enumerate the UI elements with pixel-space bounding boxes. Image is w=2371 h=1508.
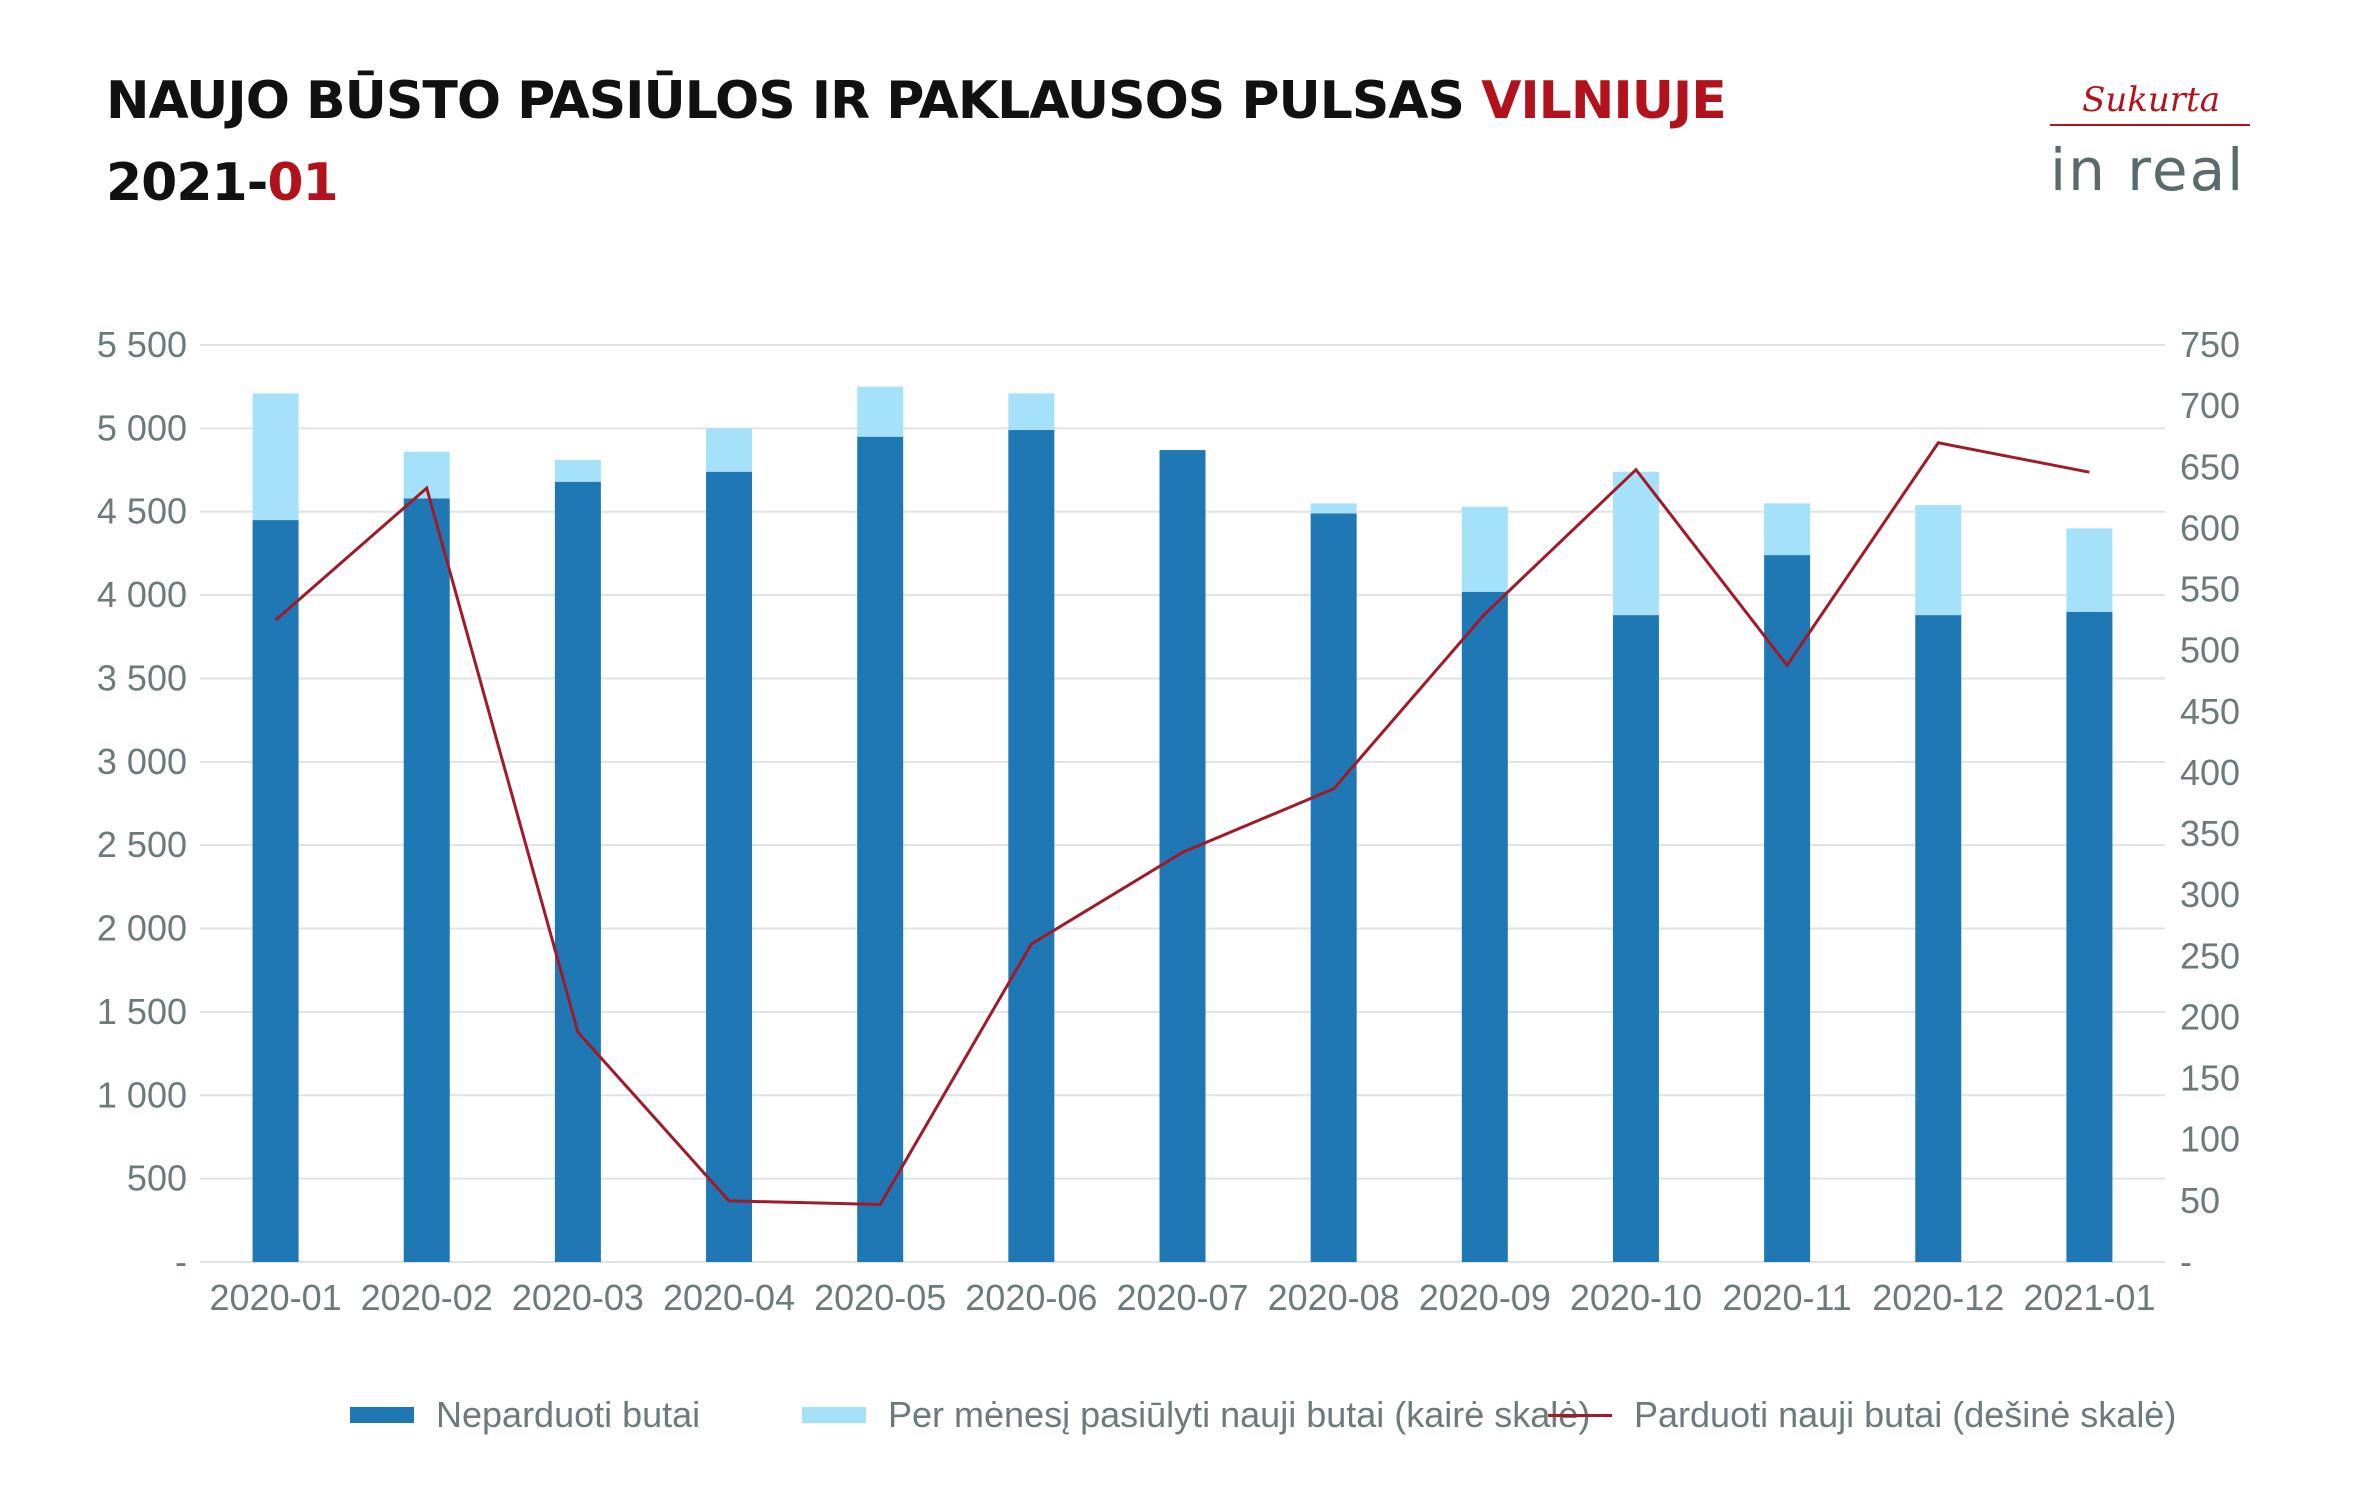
combo-chart: - 500 1 000 1 500 2 000 2 500 3 000 3 500 4 000 4…: [97, 324, 2240, 1318]
bar-offered: [1461, 506, 1508, 592]
right-tick-label: 700: [2180, 385, 2240, 426]
right-axis-ticks: - 50 100 150 200 250 300 350 400 450 500 550 600 650 7…: [2180, 324, 2240, 1282]
x-tick-label: 2020-07: [1116, 1277, 1248, 1318]
x-tick-label: 2020-04: [663, 1277, 795, 1318]
bar-offered: [252, 393, 299, 521]
left-tick-label: 1 000: [97, 1074, 187, 1115]
right-tick-label: 550: [2180, 569, 2240, 610]
bar-unsold: [1008, 430, 1055, 1263]
legend-item-unsold: Neparduoti butai: [350, 1385, 700, 1445]
right-tick-label: 450: [2180, 691, 2240, 732]
bar-unsold: [1764, 555, 1811, 1262]
right-tick-label: 300: [2180, 874, 2240, 915]
bar-unsold: [554, 481, 601, 1262]
sold-line: [274, 441, 2090, 1207]
legend-swatch-sold: [1548, 1413, 1612, 1417]
bar-unsold: [1159, 450, 1206, 1262]
bar-offered: [857, 386, 904, 437]
bar-offered: [1612, 471, 1659, 616]
bar-unsold: [403, 498, 450, 1262]
bar-unsold: [252, 520, 299, 1262]
bar-unsold: [1461, 591, 1508, 1262]
right-tick-label: 200: [2180, 996, 2240, 1037]
bar-offered: [1310, 503, 1357, 514]
right-tick-label: -: [2180, 1241, 2192, 1282]
legend-label-unsold: Neparduoti butai: [436, 1394, 701, 1435]
x-tick-label: 2020-01: [210, 1277, 342, 1318]
left-tick-label: -: [175, 1241, 187, 1282]
left-tick-label: 4 500: [97, 491, 187, 532]
left-tick-label: 2 500: [97, 824, 187, 865]
x-tick-label: 2020-03: [512, 1277, 644, 1318]
x-axis-labels: 2020-01 2020-02 2020-03 2020-04 2020-05 2020-…: [210, 1277, 2156, 1318]
logo-tagline: Sukurta: [2082, 80, 2220, 120]
logo-wordmark: in real: [2050, 136, 2246, 204]
title-date: 2021-: [106, 153, 268, 213]
legend-label-offered: Per mėnesį pasiūlyti nauji butai (kairė …: [888, 1394, 1591, 1435]
bar-unsold: [2066, 611, 2113, 1262]
bar-unsold: [857, 436, 904, 1262]
left-tick-label: 2 000: [97, 908, 187, 949]
chart-title: NAUJO BŪSTO PASIŪLOS IR PAKLAUSOS PULSAS…: [106, 60, 1727, 224]
legend-item-offered: Per mėnesį pasiūlyti nauji butai (kairė …: [802, 1385, 1590, 1445]
bar-offered: [2066, 528, 2113, 612]
left-tick-label: 5 000: [97, 407, 187, 448]
right-tick-label: 750: [2180, 324, 2240, 365]
title-line-2: 2021-01: [106, 142, 1726, 224]
x-tick-label: 2020-12: [1872, 1277, 2004, 1318]
x-tick-label: 2021-01: [2023, 1277, 2155, 1318]
left-tick-label: 500: [127, 1158, 187, 1199]
x-tick-label: 2020-08: [1268, 1277, 1400, 1318]
bar-unsold: [706, 471, 753, 1262]
title-date-accent: 01: [267, 153, 338, 213]
right-tick-label: 500: [2180, 630, 2240, 671]
legend: Neparduoti butai Per mėnesį pasiūlyti na…: [0, 1385, 2371, 1445]
bar-offered: [554, 460, 601, 482]
bar-unsold: [1310, 513, 1357, 1262]
bar-offered: [1915, 505, 1962, 616]
left-tick-label: 3 000: [97, 741, 187, 782]
right-tick-label: 650: [2180, 446, 2240, 487]
left-tick-label: 3 500: [97, 657, 187, 698]
x-tick-label: 2020-05: [814, 1277, 946, 1318]
bar-unsold: [1612, 615, 1659, 1262]
title-line-1: NAUJO BŪSTO PASIŪLOS IR PAKLAUSOS PULSAS…: [106, 60, 1727, 142]
sold-series-line: [274, 441, 2090, 1207]
bar-offered: [1764, 503, 1811, 556]
right-tick-label: 50: [2180, 1180, 2220, 1221]
legend-item-sold: Parduoti nauji butai (dešinė skalė): [1548, 1385, 2176, 1445]
left-axis-ticks: - 500 1 000 1 500 2 000 2 500 3 000 3 500 4 000 4…: [97, 324, 187, 1282]
x-tick-label: 2020-02: [361, 1277, 493, 1318]
left-tick-label: 5 500: [97, 324, 187, 365]
bars: [252, 386, 2113, 1263]
right-tick-label: 250: [2180, 935, 2240, 976]
legend-swatch-unsold: [350, 1407, 414, 1423]
logo-divider: [2050, 124, 2250, 126]
inreal-logo: Sukurta in real: [2040, 80, 2250, 210]
title-text: NAUJO BŪSTO PASIŪLOS IR PAKLAUSOS PULSAS: [106, 71, 1482, 131]
bar-offered: [1008, 393, 1055, 431]
right-tick-label: 400: [2180, 752, 2240, 793]
x-tick-label: 2020-10: [1570, 1277, 1702, 1318]
x-tick-label: 2020-11: [1722, 1277, 1851, 1318]
right-tick-label: 100: [2180, 1119, 2240, 1160]
legend-label-sold: Parduoti nauji butai (dešinė skalė): [1634, 1394, 2177, 1435]
left-tick-label: 1 500: [97, 991, 187, 1032]
title-city: VILNIUJE: [1481, 71, 1727, 131]
left-tick-label: 4 000: [97, 574, 187, 615]
bar-offered: [706, 428, 753, 472]
x-tick-label: 2020-09: [1419, 1277, 1551, 1318]
right-tick-label: 150: [2180, 1058, 2240, 1099]
right-tick-label: 600: [2180, 507, 2240, 548]
legend-swatch-offered: [802, 1407, 866, 1423]
x-tick-label: 2020-06: [965, 1277, 1097, 1318]
bar-unsold: [1915, 615, 1962, 1262]
right-tick-label: 350: [2180, 813, 2240, 854]
